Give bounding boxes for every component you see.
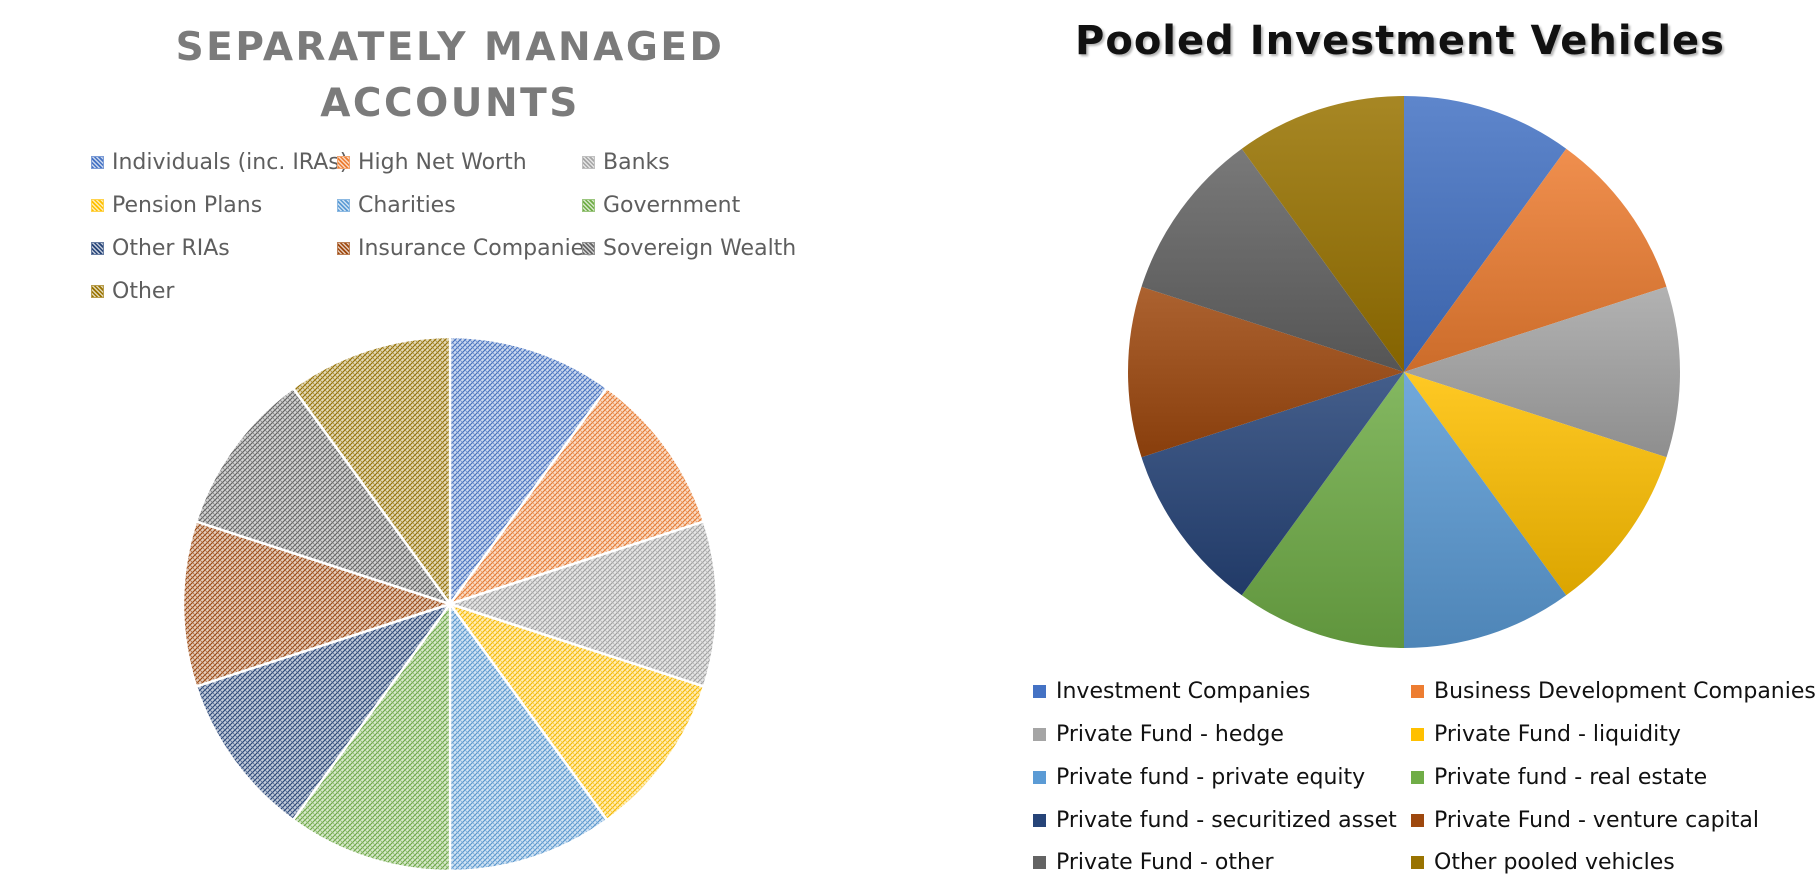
pooled-investment-vehicles-chart: Pooled Investment Vehicles Investment Co… (1000, 0, 1817, 888)
pie-slice-other (291, 335, 452, 608)
legend-item-private-fund-other: Private Fund - other (1033, 850, 1274, 875)
legend-swatch (1033, 856, 1046, 869)
pie-left (181, 335, 719, 873)
pie-slice-private-fund-other (1141, 148, 1404, 372)
legend-swatch (1411, 771, 1424, 784)
legend-item-other: Other (91, 279, 175, 304)
legend-item-private-fund-securitized-asset: Private fund - securitized asset (1033, 808, 1397, 833)
legend-item-private-fund-private-equity: Private fund - private equity (1033, 765, 1365, 790)
legend-item-charities: Charities (337, 193, 456, 218)
chart-title-left-line2: ACCOUNTS (320, 81, 580, 126)
pie-slice-private-fund-liquidity (1404, 372, 1667, 596)
legend-swatch (582, 242, 595, 255)
legend-label: Private fund - real estate (1434, 765, 1708, 790)
legend-item-other-rias: Other RIAs (91, 236, 230, 261)
legend-swatch (1033, 771, 1046, 784)
legend-label: Sovereign Wealth (603, 236, 797, 261)
pie-slice-private-fund-venture-capital (1128, 286, 1404, 458)
legend-item-private-fund-real-estate: Private fund - real estate (1411, 765, 1707, 790)
legend-item-sovereign-wealth: Sovereign Wealth (582, 236, 797, 261)
legend-label: Insurance Companies (358, 236, 596, 261)
legend-label: Business Development Companies (1434, 679, 1816, 704)
legend-swatch (1411, 856, 1424, 869)
legend-item-private-fund-hedge: Private Fund - hedge (1033, 722, 1284, 747)
legend-label: Private Fund - other (1056, 850, 1274, 875)
legend-item-banks: Banks (582, 150, 670, 175)
legend-label: High Net Worth (358, 150, 527, 175)
pie-slice-charities (448, 600, 609, 873)
legend-item-business-development-companies: Business Development Companies (1411, 679, 1816, 704)
legend-item-other-pooled-vehicles: Other pooled vehicles (1411, 850, 1675, 875)
legend-item-investment-companies: Investment Companies (1033, 679, 1310, 704)
legend-swatch (337, 242, 350, 255)
legend-label: Other pooled vehicles (1434, 850, 1675, 875)
legend-label: Private Fund - venture capital (1434, 808, 1759, 833)
separately-managed-accounts-chart: SEPARATELY MANAGED ACCOUNTS Individuals … (0, 0, 900, 888)
legend-label: Investment Companies (1056, 679, 1311, 704)
pie-slice-high-net-worth (446, 386, 706, 607)
chart-title-left: SEPARATELY MANAGED ACCOUNTS (100, 20, 800, 132)
legend-swatch (1411, 728, 1424, 741)
legend-swatch (1033, 814, 1046, 827)
legend-label: Private Fund - liquidity (1434, 722, 1681, 747)
legend-label: Other RIAs (112, 236, 230, 261)
legend-swatch (337, 156, 350, 169)
pie-slice-other-rias (194, 601, 454, 822)
pie-slice-private-fund-hedge (1404, 286, 1680, 458)
legend-label: Private fund - private equity (1056, 765, 1366, 790)
pie-slice-other-pooled-vehicles (1241, 96, 1404, 372)
pie-right (1128, 96, 1680, 648)
chart-title-right: Pooled Investment Vehicles (1075, 18, 1725, 64)
legend-swatch (582, 156, 595, 169)
legend-swatch (91, 199, 104, 212)
legend-swatch (1033, 728, 1046, 741)
legend-label: Other (112, 279, 175, 304)
legend-item-high-net-worth: High Net Worth (337, 150, 527, 175)
legend-label: Banks (603, 150, 670, 175)
legend-label: Government (603, 193, 741, 218)
pie-slice-insurance-companies (181, 519, 455, 689)
pie-slice-private-fund-real-estate (1241, 372, 1404, 648)
legend-item-individuals-inc-iras: Individuals (inc. IRAs) (91, 150, 349, 175)
legend-item-pension-plans: Pension Plans (91, 193, 263, 218)
legend-swatch (582, 199, 595, 212)
legend-label: Private Fund - hedge (1056, 722, 1284, 747)
legend-item-insurance-companies: Insurance Companies (337, 236, 596, 261)
pie-slice-government (291, 600, 452, 873)
legend-label: Pension Plans (112, 193, 263, 218)
legend-label: Individuals (inc. IRAs) (112, 150, 349, 175)
legend-swatch (1411, 685, 1424, 698)
legend-swatch (91, 285, 104, 298)
legend-item-private-fund-venture-capital: Private Fund - venture capital (1411, 808, 1759, 833)
legend-swatch (337, 199, 350, 212)
pie-slice-banks (445, 519, 719, 689)
pie-slice-business-development-companies (1404, 148, 1667, 372)
pie-slice-individuals-inc-iras (448, 335, 609, 608)
legend-label: Charities (358, 193, 456, 218)
chart-title-left-line1: SEPARATELY MANAGED (175, 25, 725, 70)
legend-item-government: Government (582, 193, 741, 218)
legend-swatch (91, 242, 104, 255)
pie-slice-sovereign-wealth (194, 386, 454, 607)
legend-swatch (91, 156, 104, 169)
legend-swatch (1411, 814, 1424, 827)
pie-slice-investment-companies (1404, 96, 1567, 372)
pie-slice-private-fund-securitized-asset (1141, 372, 1404, 596)
pie-slice-private-fund-private-equity (1404, 372, 1567, 648)
legend-label: Private fund - securitized asset (1056, 808, 1397, 833)
legend-item-private-fund-liquidity: Private Fund - liquidity (1411, 722, 1681, 747)
legend-swatch (1033, 685, 1046, 698)
pie-slice-pension-plans (446, 601, 706, 822)
